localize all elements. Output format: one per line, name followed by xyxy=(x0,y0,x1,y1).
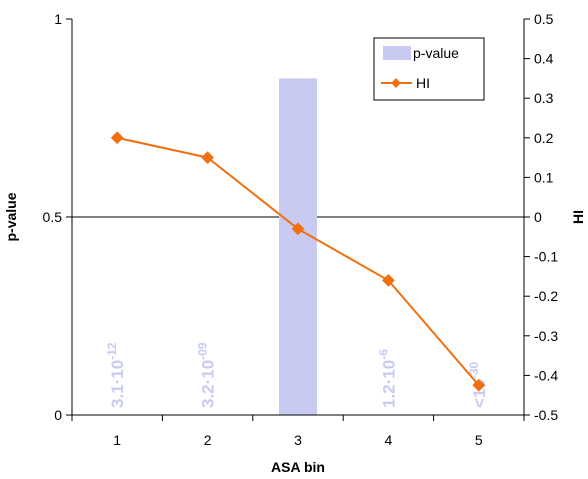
annotation-exponent: -30 xyxy=(467,361,481,379)
y-left-tick-label: 1 xyxy=(54,11,62,27)
y-right-tick-label: -0.2 xyxy=(534,288,558,304)
bar-annotation-4: 1.2·10-6 xyxy=(376,349,398,408)
point-hi-4 xyxy=(382,273,395,287)
tick-labels: 1 2 3 4 5 0 0.5 1 -0.5 -0.4 -0.3 -0.2 -0.1 0 0.1 0.2 0.3… xyxy=(43,11,559,448)
y-right-tick-label: 0.1 xyxy=(534,169,554,185)
legend-label-p-value: p-value xyxy=(413,45,459,61)
axes xyxy=(66,18,530,421)
annotation-exponent: -12 xyxy=(105,342,119,360)
point-hi-5 xyxy=(472,378,486,392)
bar-p-value-3 xyxy=(279,78,317,416)
x-tick-label-5: 5 xyxy=(475,432,483,448)
line-series-hi xyxy=(110,131,486,392)
annotation-exponent: -6 xyxy=(376,349,390,360)
bar-annotation-1: 3.1·10-12 xyxy=(105,342,127,408)
x-tick-label-2: 2 xyxy=(204,432,212,448)
point-hi-2 xyxy=(201,151,214,164)
y-axis-left-title: p-value xyxy=(3,192,19,241)
y-right-tick-label: -0.5 xyxy=(534,407,558,423)
x-tick-label-3: 3 xyxy=(294,432,302,448)
y-left-tick-label: 0.5 xyxy=(43,209,63,225)
annotation-base: 1.2·10 xyxy=(379,360,398,408)
y-right-tick-label: 0.4 xyxy=(534,51,554,67)
bar-annotation-2: 3.2·10-09 xyxy=(196,342,218,408)
legend: p-value HI xyxy=(373,37,485,101)
y-axis-right-title: HI xyxy=(570,210,586,224)
y-right-tick-label: -0.4 xyxy=(534,367,558,383)
y-left-tick-label: 0 xyxy=(54,407,62,423)
annotation-exponent: -09 xyxy=(196,342,210,360)
y-right-tick-label: 0.5 xyxy=(534,11,554,27)
annotation-base: 3.2·10 xyxy=(199,360,218,408)
y-right-tick-label: -0.3 xyxy=(534,328,558,344)
point-hi-1 xyxy=(110,131,124,145)
y-right-tick-label: 0.3 xyxy=(534,90,554,106)
legend-label-hi: HI xyxy=(416,75,430,91)
y-right-tick-label: 0 xyxy=(534,209,542,225)
y-right-tick-label: 0.2 xyxy=(534,130,554,146)
annotation-base: 3.1·10 xyxy=(108,360,127,408)
legend-swatch-p-value xyxy=(383,46,411,60)
x-axis-title: ASA bin xyxy=(271,459,325,475)
y-right-tick-label: -0.1 xyxy=(534,249,558,265)
x-tick-label-4: 4 xyxy=(385,432,393,448)
x-tick-label-1: 1 xyxy=(113,432,121,448)
point-hi-3 xyxy=(291,222,305,236)
bar-series-p-value xyxy=(279,78,317,416)
